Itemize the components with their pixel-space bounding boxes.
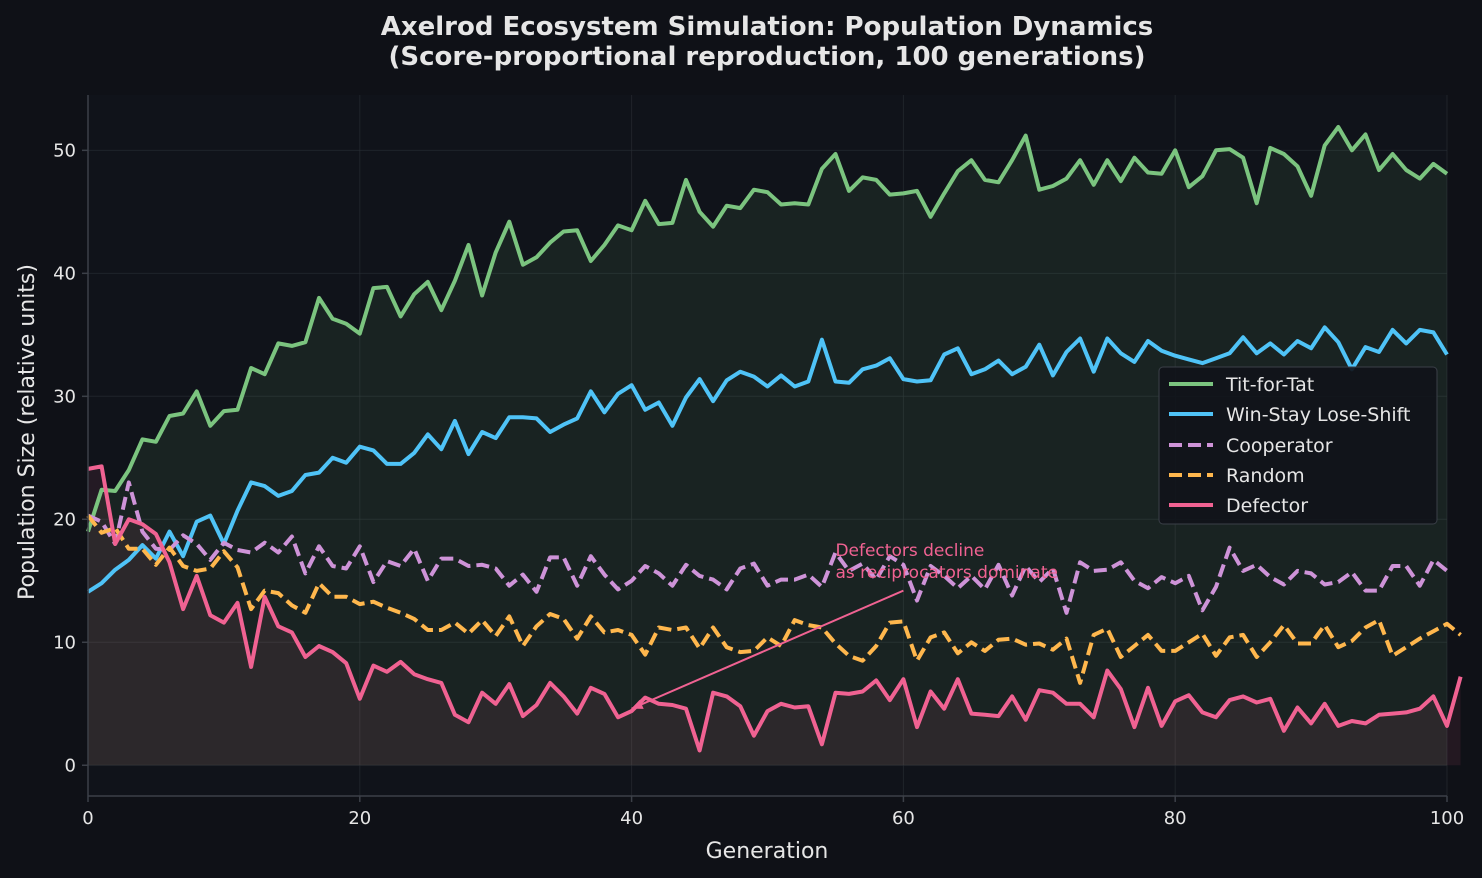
series-line-defector: [87, 464, 1463, 753]
x-tick-label-0: 0: [82, 808, 93, 829]
grid: [87, 95, 1448, 796]
series-fill-tit-for-tat: [88, 127, 1447, 766]
series-fills: [88, 127, 1461, 766]
series-lines: [86, 125, 1463, 753]
annotation-text-line-2: as reciprocators dominate: [835, 563, 1058, 583]
x-tick-label-100: 100: [1430, 808, 1464, 829]
y-axis-label: Population Size (relative units): [15, 264, 40, 600]
ticks: 0 20 40 60 80 100 0 10 20 30 40 50: [53, 140, 1464, 829]
legend-box: [1158, 366, 1438, 525]
series-fill-defector: [88, 466, 1461, 766]
legend-label-wsls: Win-Stay Lose-Shift: [1226, 404, 1411, 426]
series-line-random: [86, 514, 1462, 685]
chart-subtitle: (Score-proportional reproduction, 100 ge…: [388, 42, 1145, 72]
annotation-arrowhead: [631, 699, 644, 709]
series-line-tit-for-tat: [86, 125, 1449, 533]
annotation: Defectors decline as reciprocators domin…: [631, 541, 1058, 710]
annotation-text-line-1: Defectors decline: [835, 541, 984, 561]
chart-title: Axelrod Ecosystem Simulation: Population…: [381, 12, 1154, 42]
y-tick-label-10: 10: [53, 632, 76, 653]
legend: Tit-for-Tat Win-Stay Lose-Shift Cooperat…: [1158, 366, 1438, 525]
x-axis-label: Generation: [706, 839, 829, 864]
axes: [87, 95, 1447, 797]
series-line-win-stay-lose-shift: [86, 325, 1449, 594]
x-tick-label-20: 20: [348, 808, 371, 829]
x-tick-label-80: 80: [1164, 808, 1187, 829]
y-tick-label-0: 0: [65, 755, 76, 776]
series-line-cooperator: [87, 480, 1449, 615]
x-tick-label-60: 60: [892, 808, 915, 829]
annotation-arrow: [631, 589, 904, 710]
y-tick-label-50: 50: [53, 140, 76, 161]
legend-label-tft: Tit-for-Tat: [1225, 374, 1314, 396]
y-tick-label-40: 40: [53, 263, 76, 284]
legend-label-cooperator: Cooperator: [1226, 435, 1333, 457]
legend-label-defector: Defector: [1226, 495, 1308, 517]
x-tick-label-40: 40: [620, 808, 643, 829]
legend-label-random: Random: [1226, 465, 1305, 487]
y-tick-label-30: 30: [53, 386, 76, 407]
y-tick-label-20: 20: [53, 509, 76, 530]
